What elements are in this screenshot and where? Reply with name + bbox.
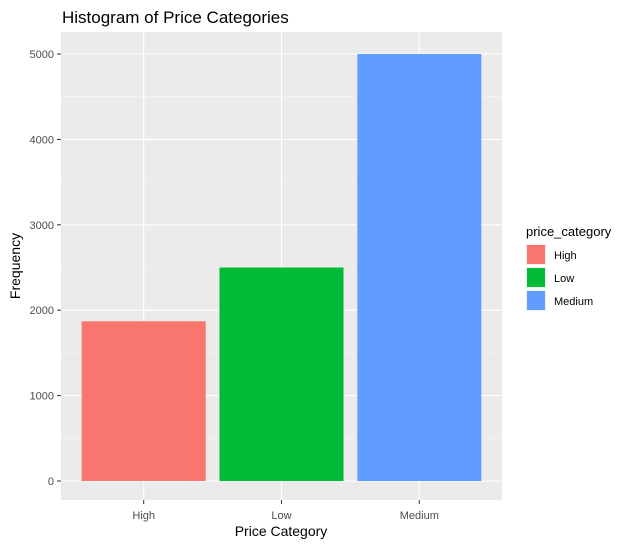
y-axis-title: Frequency bbox=[7, 233, 23, 299]
y-tick-label: 2000 bbox=[30, 305, 54, 317]
legend-label-medium: Medium bbox=[554, 296, 593, 308]
y-tick-label: 3000 bbox=[30, 220, 54, 232]
x-tick-label: Low bbox=[271, 510, 291, 522]
legend-title: price_category bbox=[526, 224, 612, 239]
legend-swatch-high bbox=[527, 245, 545, 264]
bar-medium bbox=[357, 54, 482, 481]
y-tick-label: 5000 bbox=[30, 49, 54, 61]
bars-group bbox=[81, 54, 482, 481]
y-tick-label: 0 bbox=[48, 476, 54, 488]
y-axis: 0 1000 2000 3000 4000 5000 bbox=[30, 49, 61, 488]
legend-swatch-medium bbox=[527, 291, 545, 310]
bar-low bbox=[219, 267, 344, 481]
y-tick-label: 1000 bbox=[30, 391, 54, 403]
y-tick-label: 4000 bbox=[30, 134, 54, 146]
bar-high bbox=[81, 321, 206, 481]
legend-label-high: High bbox=[554, 250, 577, 262]
x-axis: High Low Medium bbox=[132, 500, 439, 522]
chart-title: Histogram of Price Categories bbox=[62, 8, 289, 27]
x-axis-title: Price Category bbox=[235, 523, 328, 539]
legend-swatch-low bbox=[527, 268, 545, 287]
legend: price_category High Low Medium bbox=[526, 224, 612, 311]
x-tick-label: Medium bbox=[400, 510, 439, 522]
x-tick-label: High bbox=[132, 510, 155, 522]
legend-label-low: Low bbox=[554, 273, 574, 285]
